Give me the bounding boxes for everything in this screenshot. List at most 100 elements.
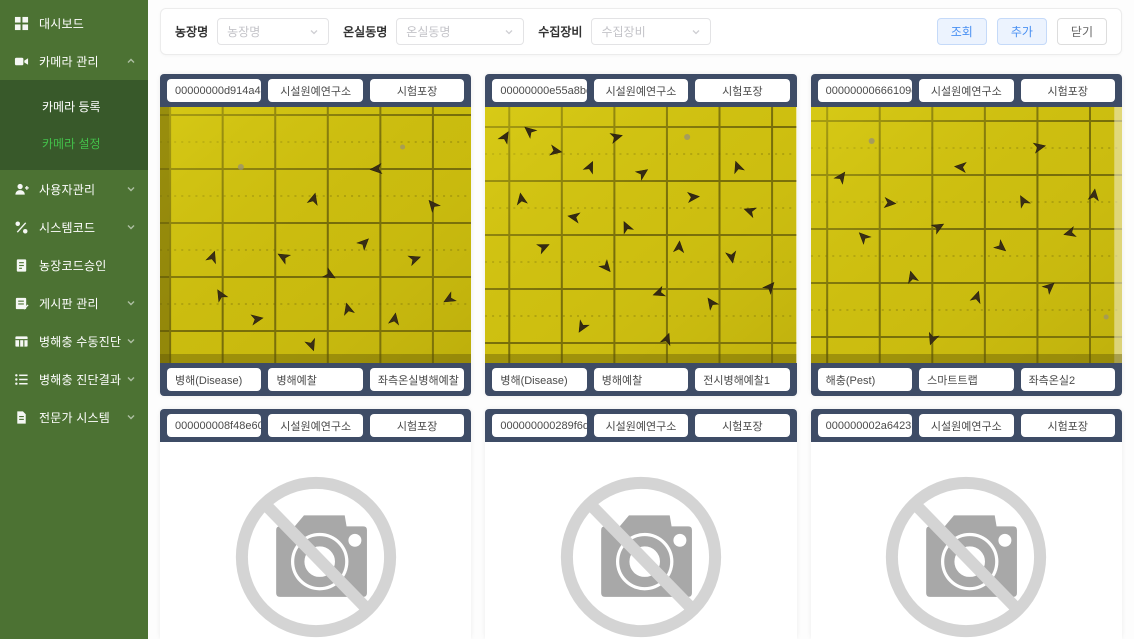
chevron-down-icon (127, 339, 135, 344)
card-header-bar: 000000008f48e60c 시설원예연구소 시험포장 (160, 409, 472, 442)
no-camera-icon (886, 476, 1047, 638)
method-field[interactable]: 스마트트랩 (919, 368, 1014, 391)
location-field[interactable]: 좌측온실병해예찰 (369, 368, 465, 391)
card-footer-bar: 해충(Pest) 스마트트랩 좌측온실2 (810, 363, 1122, 396)
site-field[interactable]: 시험포장 (369, 414, 465, 437)
sticky-trap-image (160, 107, 472, 363)
sidebar-subitem-camera-settings[interactable]: 카메라 설정 (42, 137, 101, 151)
sidebar-item-label: 카메라 관리 (39, 54, 99, 69)
sidebar-item-expert-system[interactable]: 전문가 시스템 (0, 398, 148, 436)
camera-card: 00000000e55a8be6 시설원예연구소 시험포장 (485, 74, 797, 396)
users-icon (15, 183, 29, 195)
sidebar-item-pest-manual-diagnosis[interactable]: 병해충 수동진단 (0, 322, 148, 360)
farm-name-placeholder: 농장명 (227, 25, 261, 39)
device-label: 수집장비 (538, 25, 583, 39)
camera-submenu: 카메라 등록 카메라 설정 (0, 80, 148, 170)
dashboard-icon (14, 16, 29, 30)
greenhouse-select[interactable]: 온실동명 (396, 18, 525, 45)
card-header-bar: 00000000e55a8be6 시설원예연구소 시험포장 (485, 74, 797, 107)
camera-card: 000000008f48e60c 시설원예연구소 시험포장 (160, 409, 472, 639)
location-field[interactable]: 전시병해예찰1 (695, 368, 790, 391)
camera-card: 00000000d914a42c 시설원예연구소 시험포장 (160, 74, 472, 396)
method-field[interactable]: 병해예찰 (593, 368, 689, 391)
no-camera-placeholder (160, 442, 472, 639)
camera-card: 000000002a642317 시설원예연구소 시험포장 (810, 409, 1122, 639)
sticky-trap-image (485, 107, 797, 363)
sidebar-item-user-management[interactable]: 사용자관리 (0, 170, 148, 208)
sidebar-item-label: 시스템코드 (39, 220, 96, 235)
sidebar-item-farm-code-approval[interactable]: 농장코드승인 (0, 246, 148, 284)
location-field[interactable]: 좌측온실2 (1020, 368, 1116, 391)
chevron-down-icon (127, 377, 135, 382)
expert-system-icon (17, 410, 26, 424)
sidebar-item-dashboard[interactable]: 대시보드 (0, 4, 148, 42)
camera-card: 000000000289f6d3 시설원예연구소 시험포장 (485, 409, 797, 639)
category-field[interactable]: 해충(Pest) (817, 368, 913, 391)
camera-card: 00000000666109d3 시설원예연구소 시험포장 (810, 74, 1122, 396)
card-header-bar: 000000000289f6d3 시설원예연구소 시험포장 (485, 409, 797, 442)
trap-photo[interactable] (810, 107, 1122, 363)
trap-photo[interactable] (160, 107, 472, 363)
site-field[interactable]: 시험포장 (695, 79, 790, 102)
no-camera-icon (560, 476, 722, 638)
chevron-down-icon (505, 29, 513, 34)
sidebar-item-label: 게시판 관리 (39, 296, 99, 311)
device-id-field[interactable]: 00000000e55a8be6 (492, 79, 587, 102)
device-placeholder: 수집장비 (601, 25, 646, 39)
sidebar-subitem-camera-register[interactable]: 카메라 등록 (42, 100, 101, 114)
camera-card-grid: 00000000d914a42c 시설원예연구소 시험포장 (160, 74, 1122, 639)
device-id-field[interactable]: 000000002a642317 (817, 414, 913, 437)
card-header-bar: 000000002a642317 시설원예연구소 시험포장 (810, 409, 1122, 442)
card-footer-bar: 병해(Disease) 병해예찰 좌측온실병해예찰 (160, 363, 472, 396)
trap-photo[interactable] (485, 107, 797, 363)
greenhouse-label: 온실동명 (343, 25, 388, 39)
method-field[interactable]: 병해예찰 (268, 368, 363, 391)
card-footer-bar: 병해(Disease) 병해예찰 전시병해예찰1 (485, 363, 797, 396)
sidebar-item-pest-diagnosis-results[interactable]: 병해충 진단결과 (0, 360, 148, 398)
site-field[interactable]: 시험포장 (695, 414, 790, 437)
org-field[interactable]: 시설원예연구소 (919, 79, 1014, 102)
manual-diagnosis-icon (15, 335, 28, 347)
sidebar-item-system-code[interactable]: 시스템코드 (0, 208, 148, 246)
chevron-up-icon (127, 58, 135, 63)
chevron-down-icon (127, 187, 135, 192)
no-camera-icon (235, 476, 396, 638)
site-field[interactable]: 시험포장 (1020, 414, 1116, 437)
org-field[interactable]: 시설원예연구소 (268, 79, 363, 102)
system-code-icon (15, 221, 28, 233)
farm-name-select[interactable]: 농장명 (217, 18, 330, 45)
device-id-field[interactable]: 000000000289f6d3 (492, 414, 587, 437)
add-button[interactable]: 추가 (996, 18, 1047, 45)
site-field[interactable]: 시험포장 (369, 79, 465, 102)
sidebar-item-camera-management[interactable]: 카메라 관리 (0, 42, 148, 80)
sidebar-item-label: 사용자관리 (39, 182, 96, 197)
card-header-bar: 00000000666109d3 시설원예연구소 시험포장 (810, 74, 1122, 107)
greenhouse-placeholder: 온실동명 (406, 25, 451, 39)
category-field[interactable]: 병해(Disease) (492, 368, 587, 391)
sidebar-item-label: 병해충 수동진단 (39, 334, 122, 349)
sticky-trap-image (810, 107, 1122, 363)
sidebar-item-board-management[interactable]: 게시판 관리 (0, 284, 148, 322)
board-icon (15, 297, 29, 310)
category-field[interactable]: 병해(Disease) (167, 368, 262, 391)
chevron-down-icon (127, 415, 135, 420)
org-field[interactable]: 시설원예연구소 (593, 414, 689, 437)
org-field[interactable]: 시설원예연구소 (919, 414, 1014, 437)
sidebar-item-label: 전문가 시스템 (39, 410, 110, 425)
no-camera-placeholder (810, 442, 1122, 639)
org-field[interactable]: 시설원예연구소 (593, 79, 689, 102)
close-button[interactable]: 닫기 (1056, 18, 1107, 45)
no-camera-placeholder (485, 442, 797, 639)
sidebar-item-label: 농장코드승인 (39, 258, 107, 273)
device-select[interactable]: 수집장비 (591, 18, 712, 45)
search-button[interactable]: 조회 (936, 18, 987, 45)
farm-name-label: 농장명 (175, 25, 209, 39)
org-field[interactable]: 시설원예연구소 (268, 414, 363, 437)
device-id-field[interactable]: 00000000666109d3 (817, 79, 913, 102)
site-field[interactable]: 시험포장 (1020, 79, 1116, 102)
camera-icon (14, 57, 29, 65)
sidebar-item-label: 대시보드 (39, 16, 84, 31)
filter-bar: 농장명 농장명 온실동명 온실동명 수집장비 수집장비 조회 추가 닫기 (160, 8, 1122, 55)
device-id-field[interactable]: 000000008f48e60c (167, 414, 262, 437)
device-id-field[interactable]: 00000000d914a42c (167, 79, 262, 102)
